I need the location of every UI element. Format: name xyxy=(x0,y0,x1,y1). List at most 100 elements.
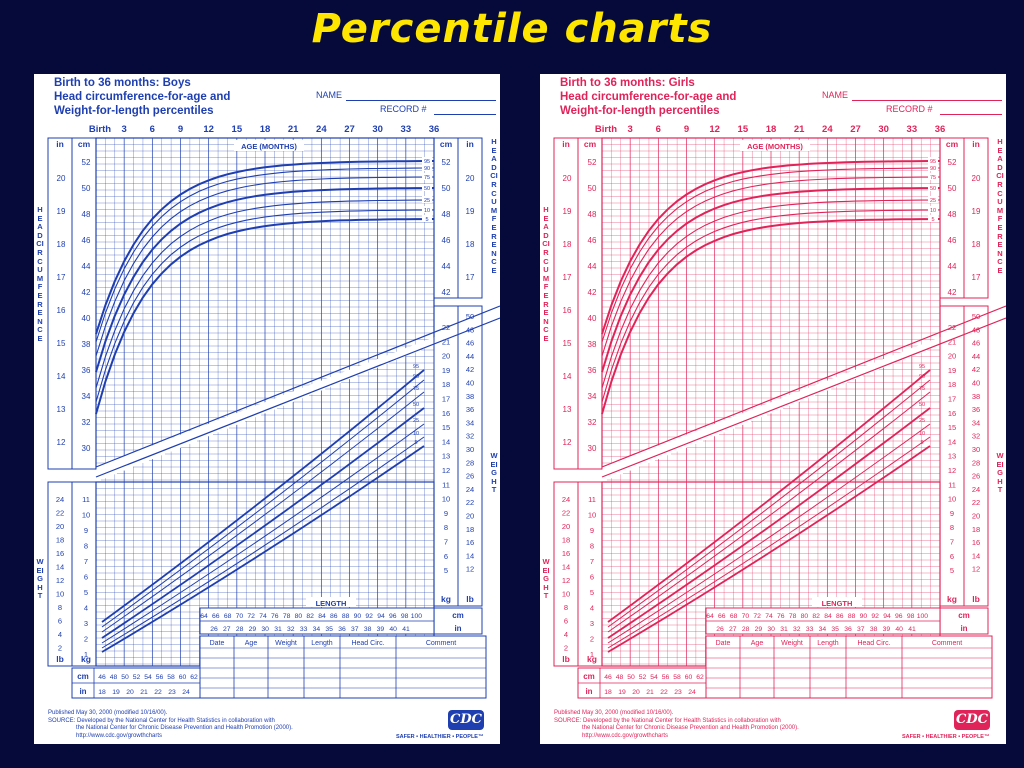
length-axis-label: LENGTH xyxy=(822,599,853,608)
head-in-tick: 13 xyxy=(563,405,572,414)
weight-length-percentile-curve xyxy=(607,379,931,628)
right-head-in-tick: 19 xyxy=(972,207,981,216)
head-cm-tick: 42 xyxy=(588,288,597,297)
weight-kg-tick: 16 xyxy=(442,409,450,418)
weight-lb-tick-left: 24 xyxy=(562,495,570,504)
weight-kg-tick: 8 xyxy=(444,523,448,532)
record-field[interactable] xyxy=(940,114,1002,115)
age-tick-label: 30 xyxy=(372,124,383,135)
length-in-tick-lower: 20 xyxy=(126,689,134,696)
weight-length-percentile-curve xyxy=(607,407,931,639)
length-cm-tick: 74 xyxy=(765,613,773,620)
weight-lb-tick: 50 xyxy=(466,312,474,321)
length-cm-tick: 78 xyxy=(789,613,797,620)
cdc-logo: CDC xyxy=(448,710,484,730)
weight-percentile-label: 5 xyxy=(414,440,417,446)
head-cm-tick: 50 xyxy=(82,184,91,193)
name-field[interactable] xyxy=(346,100,496,101)
unit-lb-label: lb xyxy=(972,594,980,604)
weight-lb-tick-left: 16 xyxy=(562,549,570,558)
length-in-tick: 27 xyxy=(729,626,737,633)
weight-length-percentile-curve xyxy=(607,436,931,649)
weight-lb-tick: 14 xyxy=(466,551,474,560)
unit-cm-label: cm xyxy=(78,139,91,149)
length-in-tick: 29 xyxy=(249,626,257,633)
head-circumference-side-label: HEAD CIRCUMFERENCE xyxy=(542,205,550,343)
head-cm-tick: 42 xyxy=(82,288,91,297)
age-tick-label: 18 xyxy=(765,124,777,135)
weight-lb-tick-left: 14 xyxy=(56,563,64,572)
weight-kg-tick: 12 xyxy=(948,466,956,475)
head-circ-percentile-curve xyxy=(95,199,435,389)
growth-chart-grid: in cm525048464442403836343230201918171615… xyxy=(553,137,1006,699)
head-circ-percentile-curve xyxy=(95,176,435,357)
head-percentile-label: 50 xyxy=(424,186,430,192)
weight-lb-tick: 42 xyxy=(466,365,474,374)
weight-lb-tick-left: 22 xyxy=(562,509,570,518)
weight-lb-tick: 30 xyxy=(466,445,474,454)
weight-length-percentile-curve xyxy=(607,423,931,644)
weight-kg-tick: 18 xyxy=(442,380,450,389)
length-cm-tick: 70 xyxy=(742,613,750,620)
length-cm-tick: 90 xyxy=(860,613,868,620)
record-field[interactable] xyxy=(434,114,496,115)
head-cm-tick: 36 xyxy=(588,366,597,375)
length-in-tick: 40 xyxy=(389,626,397,633)
age-tick-label: 12 xyxy=(203,124,214,135)
unit-in-label: in xyxy=(972,139,980,149)
length-in-tick: 37 xyxy=(351,626,359,633)
weight-lb-tick: 28 xyxy=(466,458,474,467)
weight-lb-tick-left: 6 xyxy=(58,617,62,626)
slide-title: Percentile charts xyxy=(311,6,713,52)
unit-cm-label: cm xyxy=(584,139,597,149)
unit-kg-label-left: kg xyxy=(81,654,91,664)
length-in-tick: 29 xyxy=(755,626,763,633)
head-percentile-label: 75 xyxy=(424,175,430,181)
weight-lb-tick-left: 12 xyxy=(56,576,64,585)
weight-lb-tick: 18 xyxy=(972,525,980,534)
head-cm-tick: 34 xyxy=(82,392,91,401)
unit-in-label: in xyxy=(562,139,570,149)
weight-percentile-label: 25 xyxy=(413,418,419,424)
length-cm-tick-lower: 62 xyxy=(190,674,198,681)
footer-line: Published May 30, 2000 (modified 10/16/0… xyxy=(554,710,674,716)
weight-kg-tick-left: 5 xyxy=(84,588,88,597)
unit-in-label: in xyxy=(466,139,474,149)
weight-kg-tick: 20 xyxy=(948,352,956,361)
unit-cm-label: cm xyxy=(452,611,464,620)
age-tick-label: 6 xyxy=(149,124,155,135)
right-head-cm-tick: 50 xyxy=(948,184,957,193)
length-cm-tick-lower: 58 xyxy=(673,674,681,681)
unit-cm-label: cm xyxy=(583,672,595,681)
length-cm-tick-lower: 48 xyxy=(110,674,118,681)
right-head-cm-tick: 48 xyxy=(948,210,957,219)
head-in-tick: 14 xyxy=(57,372,66,381)
length-cm-tick: 66 xyxy=(718,613,726,620)
weight-lb-tick-left: 2 xyxy=(564,644,568,653)
age-tick-label: 21 xyxy=(793,124,805,135)
length-cm-tick: 88 xyxy=(848,613,856,620)
weight-length-percentile-curve xyxy=(101,391,425,633)
weight-length-percentile-curve xyxy=(101,369,425,623)
weight-kg-tick-left: 6 xyxy=(84,573,88,582)
weight-kg-tick-left: 11 xyxy=(82,495,90,504)
length-in-tick-lower: 19 xyxy=(112,689,120,696)
weight-kg-tick: 19 xyxy=(948,366,956,375)
chart-title-line: Birth to 36 months: Boys xyxy=(54,77,191,89)
length-in-tick: 31 xyxy=(780,626,788,633)
weight-kg-tick: 9 xyxy=(444,509,448,518)
weight-lb-tick: 20 xyxy=(466,512,474,521)
head-percentile-label: 95 xyxy=(424,159,430,165)
name-field[interactable] xyxy=(852,100,1002,101)
weight-kg-tick: 17 xyxy=(948,395,956,404)
length-in-tick-lower: 18 xyxy=(604,689,612,696)
head-cm-tick: 34 xyxy=(588,392,597,401)
chart-title-line: Head circumference-for-age and xyxy=(54,91,231,103)
head-percentile-label: 10 xyxy=(424,208,430,214)
head-circumference-side-label: HEAD CIRCUMFERENCE xyxy=(996,137,1004,275)
weight-kg-tick-left: 8 xyxy=(590,542,594,551)
right-head-in-tick: 18 xyxy=(466,240,475,249)
head-percentile-label: 90 xyxy=(424,166,430,172)
footer-line: the National Center for Chronic Disease … xyxy=(76,725,293,731)
weight-lb-tick: 26 xyxy=(972,472,980,481)
